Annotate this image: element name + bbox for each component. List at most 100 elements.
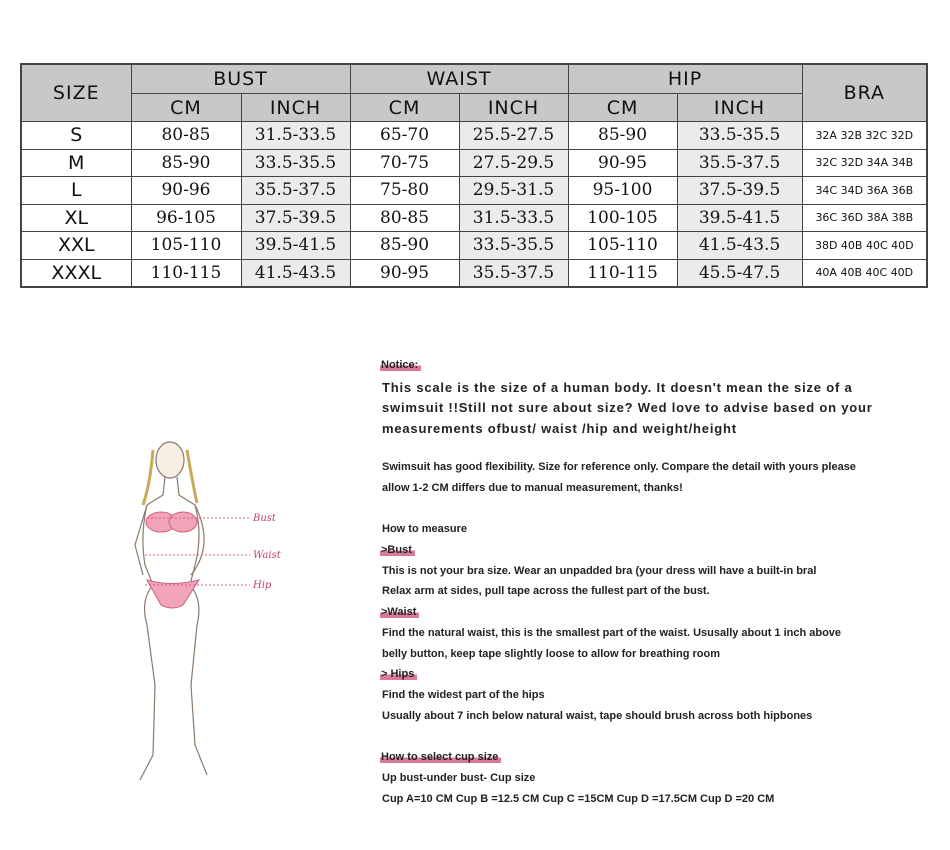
notice-line: This scale is the size of a human body. … (382, 380, 853, 395)
cell-size: L (20, 176, 132, 205)
cell-bust-inch: 41.5-43.5 (240, 258, 351, 288)
cell-bust-inch: 37.5-39.5 (240, 203, 351, 232)
table-row: XXXL 110-115 41.5-43.5 90-95 35.5-37.5 110-11… (20, 258, 928, 288)
cell-size: XL (20, 203, 132, 232)
bust-title-text: >Bust (380, 544, 415, 556)
cell-bra: 40A 40B 40C 40D (801, 258, 928, 288)
waist-label: Waist (253, 550, 282, 561)
cell-hip-cm: 90-95 (567, 148, 678, 177)
cell-waist-inch: 27.5-29.5 (458, 148, 569, 177)
bust-label: Bust (252, 513, 277, 524)
header-size: SIZE (20, 63, 132, 122)
header-bust-inch: INCH (240, 93, 351, 122)
cell-bust-cm: 96-105 (130, 203, 242, 232)
bust-line: This is not your bra size. Wear an unpad… (382, 565, 816, 577)
notice-line: measurements ofbust/ waist /hip and weig… (382, 421, 737, 436)
cell-waist-cm: 80-85 (349, 203, 460, 232)
cell-waist-cm: 90-95 (349, 258, 460, 288)
header-bra: BRA (801, 63, 928, 122)
cell-waist-inch: 35.5-37.5 (458, 258, 569, 288)
cell-bust-inch: 35.5-37.5 (240, 176, 351, 205)
notice-title: Notice: (380, 359, 422, 371)
cup-size-title-text: How to select cup size (380, 751, 502, 763)
notice-line-text: This scale is the size of a human body. … (382, 380, 853, 395)
cup-size-line: Cup A=10 CM Cup B =12.5 CM Cup C =15CM C… (382, 793, 774, 805)
cell-hip-inch: 41.5-43.5 (676, 231, 803, 260)
cup-size-title: How to select cup size (380, 751, 502, 763)
waist-line: Find the natural waist, this is the smal… (382, 627, 841, 639)
header-waist-cm: CM (349, 93, 460, 122)
flexibility-line: allow 1-2 CM differs due to manual measu… (382, 482, 683, 494)
cup-size-line-text: Cup A=10 CM Cup B =12.5 CM Cup C =15CM C… (382, 793, 775, 805)
cell-waist-inch: 29.5-31.5 (458, 176, 569, 205)
cell-hip-inch: 39.5-41.5 (676, 203, 803, 232)
bust-title: >Bust (380, 544, 415, 556)
bust-line-text: This is not your bra size. Wear an unpad… (382, 565, 817, 577)
cell-bust-inch: 31.5-33.5 (240, 121, 351, 150)
flexibility-line-text: allow 1-2 CM differs due to manual measu… (382, 482, 683, 494)
cell-waist-inch: 33.5-35.5 (458, 231, 569, 260)
cell-hip-cm: 110-115 (567, 258, 678, 288)
hips-line: Find the widest part of the hips (382, 689, 545, 701)
notice-line: swimsuit !!Still not sure about size? We… (382, 400, 873, 415)
cell-bra: 38D 40B 40C 40D (801, 231, 928, 260)
table-row: M 85-90 33.5-35.5 70-75 27.5-29.5 90-95 35.5-3… (20, 148, 928, 177)
header-bust: BUST (130, 63, 351, 94)
cell-bra: 36C 36D 38A 38B (801, 203, 928, 232)
hip-label: Hip (252, 580, 272, 591)
cell-hip-inch: 37.5-39.5 (676, 176, 803, 205)
cell-bust-cm: 110-115 (130, 258, 242, 288)
waist-title-text: >Waist (380, 606, 420, 618)
table-row: XXL 105-110 39.5-41.5 85-90 33.5-35.5 105-110… (20, 231, 928, 260)
cell-waist-cm: 70-75 (349, 148, 460, 177)
cell-hip-inch: 33.5-35.5 (676, 121, 803, 150)
waist-line-text: Find the natural waist, this is the smal… (382, 627, 842, 639)
waist-line: belly button, keep tape slightly loose t… (382, 648, 720, 660)
table-row: S 80-85 31.5-33.5 65-70 25.5-27.5 85-90 33.5-3… (20, 121, 928, 150)
cell-hip-cm: 105-110 (567, 231, 678, 260)
cell-waist-cm: 65-70 (349, 121, 460, 150)
hips-line-text: Usually about 7 inch below natural waist… (382, 710, 813, 722)
how-to-measure-heading-text: How to measure (382, 523, 467, 535)
hips-title: > Hips (380, 668, 418, 680)
flexibility-line-text: Swimsuit has good flexibility. Size for … (382, 461, 856, 473)
cell-waist-cm: 75-80 (349, 176, 460, 205)
flexibility-line: Swimsuit has good flexibility. Size for … (382, 461, 856, 473)
cell-bust-cm: 80-85 (130, 121, 242, 150)
cell-waist-cm: 85-90 (349, 231, 460, 260)
cell-waist-inch: 31.5-33.5 (458, 203, 569, 232)
waist-line-text: belly button, keep tape slightly loose t… (382, 648, 720, 660)
cell-waist-inch: 25.5-27.5 (458, 121, 569, 150)
cell-hip-cm: 85-90 (567, 121, 678, 150)
header-bust-cm: CM (130, 93, 242, 122)
size-chart-table: SIZE BUST WAIST HIP BRA CM INCH CM INCH … (20, 63, 929, 288)
cell-hip-inch: 35.5-37.5 (676, 148, 803, 177)
notice-line-text: measurements ofbust/ waist /hip and weig… (382, 421, 737, 436)
cup-size-line-text: Up bust-under bust- Cup size (382, 772, 536, 784)
hips-line: Usually about 7 inch below natural waist… (382, 710, 812, 722)
cell-hip-cm: 95-100 (567, 176, 678, 205)
hips-line-text: Find the widest part of the hips (382, 689, 545, 701)
header-hip-inch: INCH (676, 93, 803, 122)
cell-size: XXXL (20, 258, 132, 288)
cell-bust-cm: 85-90 (130, 148, 242, 177)
cell-bra: 32A 32B 32C 32D (801, 121, 928, 150)
cell-bra: 34C 34D 36A 36B (801, 176, 928, 205)
how-to-measure-heading: How to measure (382, 523, 467, 535)
body-measurement-illustration: Bust Waist Hip (134, 441, 282, 781)
header-hip-cm: CM (567, 93, 678, 122)
cell-size: XXL (20, 231, 132, 260)
table-row: XL 96-105 37.5-39.5 80-85 31.5-33.5 100-105 39… (20, 203, 928, 232)
cell-bust-inch: 33.5-35.5 (240, 148, 351, 177)
notice-line-text: swimsuit !!Still not sure about size? We… (382, 400, 873, 415)
cell-bust-inch: 39.5-41.5 (240, 231, 351, 260)
cell-hip-inch: 45.5-47.5 (676, 258, 803, 288)
bust-line: Relax arm at sides, pull tape across the… (382, 585, 710, 597)
header-hip: HIP (567, 63, 803, 94)
cell-bra: 32C 32D 34A 34B (801, 148, 928, 177)
cell-hip-cm: 100-105 (567, 203, 678, 232)
header-waist: WAIST (349, 63, 569, 94)
hips-title-text: > Hips (380, 668, 418, 680)
cell-size: S (20, 121, 132, 150)
cup-size-line: Up bust-under bust- Cup size (382, 772, 535, 784)
